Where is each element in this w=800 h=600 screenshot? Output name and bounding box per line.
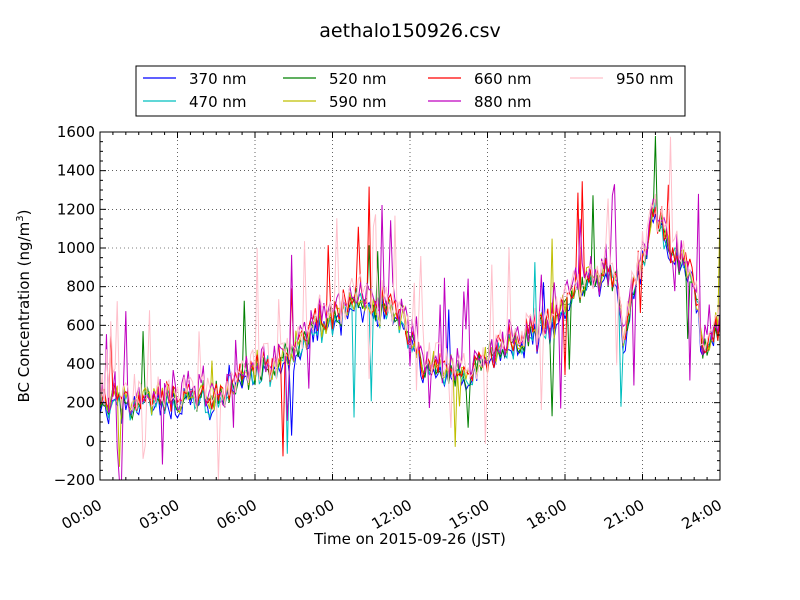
series-line-950-nm	[99, 136, 721, 481]
y-axis-label-superscript: 3	[15, 215, 26, 221]
legend: 370 nm 470 nm 520 nm 590 nm 660 nm 880 nm 950 …	[135, 65, 686, 117]
y-tick-label: 200	[66, 394, 95, 412]
plot-background	[100, 132, 720, 480]
x-axis-label: Time on 2015-09-26 (JST)	[313, 530, 506, 548]
axis-ticks	[99, 131, 721, 481]
legend-label: 950 nm	[616, 70, 674, 88]
y-axis-label-main: BC Concentration (ng/m	[15, 222, 33, 403]
series-line-880-nm	[99, 184, 721, 481]
plot-area	[99, 131, 721, 481]
y-tick-label: 1400	[57, 162, 95, 180]
x-tick-label: 03:00	[136, 496, 182, 533]
y-tick-label: 600	[66, 316, 95, 334]
legend-label: 590 nm	[329, 93, 387, 111]
chart-title: aethalo150926.csv	[319, 20, 501, 42]
x-tick-label: 09:00	[291, 496, 337, 533]
x-tick-label: 15:00	[446, 496, 492, 533]
y-axis-label: BC Concentration (ng/m3)	[15, 210, 33, 403]
legend-label: 880 nm	[474, 93, 532, 111]
y-tick-label: 0	[85, 432, 95, 450]
x-tick-label: 12:00	[369, 496, 415, 533]
x-tick-labels: 00:00 03:00 06:00 09:00 12:00 15:00 18:00 21:00…	[59, 496, 725, 533]
x-tick-label: 00:00	[59, 496, 105, 533]
legend-label: 370 nm	[189, 70, 247, 88]
x-tick-label: 24:00	[679, 496, 725, 533]
legend-label: 520 nm	[329, 70, 387, 88]
legend-label: 660 nm	[474, 70, 532, 88]
x-tick-label: 06:00	[214, 496, 260, 533]
y-axis-label-close: )	[15, 210, 33, 216]
x-tick-label: 18:00	[524, 496, 570, 533]
y-tick-label: 1200	[57, 200, 95, 218]
x-tick-label: 21:00	[601, 496, 647, 533]
y-tick-label: 800	[66, 278, 95, 296]
y-tick-label: −200	[54, 471, 95, 489]
y-tick-label: 400	[66, 355, 95, 373]
legend-frame	[135, 65, 686, 117]
data-series	[99, 135, 721, 481]
y-tick-label: 1600	[57, 123, 95, 141]
y-tick-label: 1000	[57, 239, 95, 257]
y-tick-labels: −200 0 200 400 600 800 1000 1200 1400 1600	[54, 123, 95, 489]
legend-label: 470 nm	[189, 93, 247, 111]
